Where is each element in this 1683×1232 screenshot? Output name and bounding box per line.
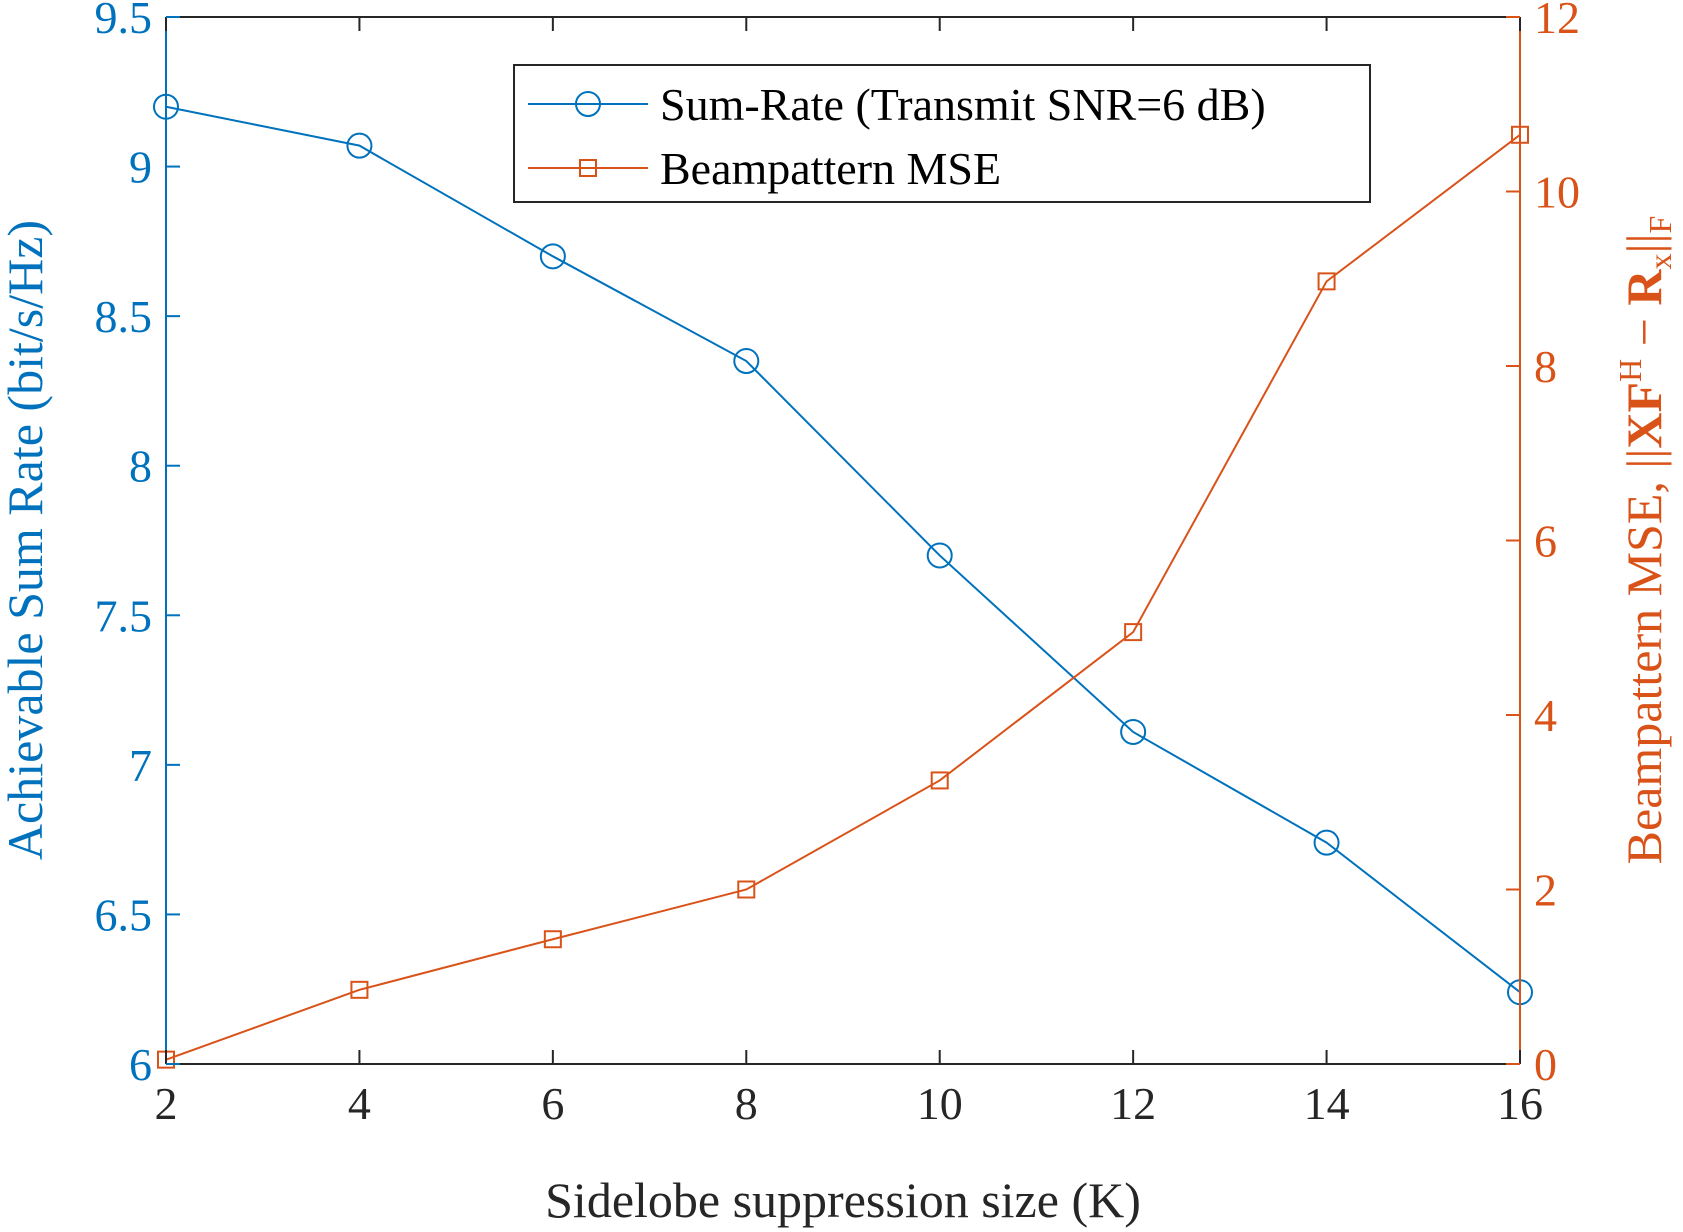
norm-close-symbol: ||: [1616, 233, 1672, 253]
minus-symbol: −: [1616, 306, 1672, 359]
left-y-tick-label: 8.5: [95, 291, 153, 342]
x-tick-label: 16: [1497, 1078, 1543, 1129]
x-tick-label: 8: [735, 1078, 758, 1129]
data-point-circle: [926, 542, 953, 569]
left-y-tick-label: 6: [129, 1039, 152, 1090]
data-point-square: [737, 880, 756, 899]
data-point-square: [1124, 623, 1143, 642]
data-point-square: [350, 980, 369, 999]
data-point-circle: [733, 348, 760, 375]
x-tick-label: 14: [1304, 1078, 1350, 1129]
right-y-tick-label: 8: [1534, 341, 1557, 392]
hermitian-superscript: H: [1612, 359, 1648, 382]
left-y-tick-label: 6.5: [95, 889, 153, 940]
data-point-circle: [1313, 829, 1340, 856]
norm-open-symbol: ||: [1616, 449, 1672, 469]
legend-box: [513, 64, 1371, 203]
data-point-circle: [1120, 718, 1147, 745]
right-y-axis-label: Beampattern MSE, ||XFH − Rx||F: [1612, 216, 1678, 865]
x-subscript: x: [1642, 253, 1678, 269]
left-y-tick-label: 7: [129, 740, 152, 791]
x-axis-label: Sidelobe suppression size (K): [545, 1172, 1141, 1228]
legend-mse-marker: [579, 159, 597, 177]
series-line: [165, 105, 1521, 993]
right-y-tick-label: 4: [1534, 690, 1557, 741]
x-tick-label: 2: [155, 1078, 178, 1129]
series-line: [165, 133, 1521, 1061]
left-y-axis-label: Achievable Sum Rate (bit/s/Hz): [0, 220, 53, 860]
axes-layer: 2 4 6 8 10 12 14 16 6 6.5 7 7.5 8 8.5 9 9.5 0 2 4 6 8 10 12: [95, 0, 1581, 1129]
frobenius-subscript: F: [1642, 216, 1678, 234]
x-tick-label: 6: [541, 1078, 564, 1129]
legend-sumrate-marker: [575, 91, 601, 117]
legend-sumrate-label: Sum-Rate (Transmit SNR=6 dB): [660, 79, 1266, 130]
x-tick-label: 10: [917, 1078, 963, 1129]
x-tick-label: 4: [348, 1078, 371, 1129]
data-point-square: [1317, 272, 1336, 291]
right-y-tick-label: 10: [1534, 167, 1580, 218]
data-point-square: [930, 771, 949, 790]
data-point-square: [543, 930, 562, 949]
left-y-tick-label: 8: [129, 441, 152, 492]
matrix-r-symbol: R: [1616, 269, 1672, 306]
x-tick-label: 12: [1110, 1078, 1156, 1129]
left-y-tick-label: 7.5: [95, 590, 153, 641]
matrix-x-symbol: X: [1616, 412, 1672, 448]
right-y-axis-label-prefix: Beampattern MSE,: [1616, 469, 1672, 865]
left-y-tick-label: 9: [129, 142, 152, 193]
matrix-f-symbol: F: [1616, 382, 1672, 413]
right-y-tick-label: 0: [1534, 1039, 1557, 1090]
data-point-circle: [539, 243, 566, 270]
right-y-tick-label: 6: [1534, 516, 1557, 567]
right-y-tick-label: 2: [1534, 865, 1557, 916]
legend-mse-label: Beampattern MSE: [660, 143, 1001, 194]
data-point-circle: [346, 132, 373, 159]
left-y-tick-label: 9.5: [95, 0, 153, 43]
legend: Sum-Rate (Transmit SNR=6 dB) Beampattern…: [513, 64, 1371, 203]
right-y-tick-label: 12: [1534, 0, 1580, 43]
